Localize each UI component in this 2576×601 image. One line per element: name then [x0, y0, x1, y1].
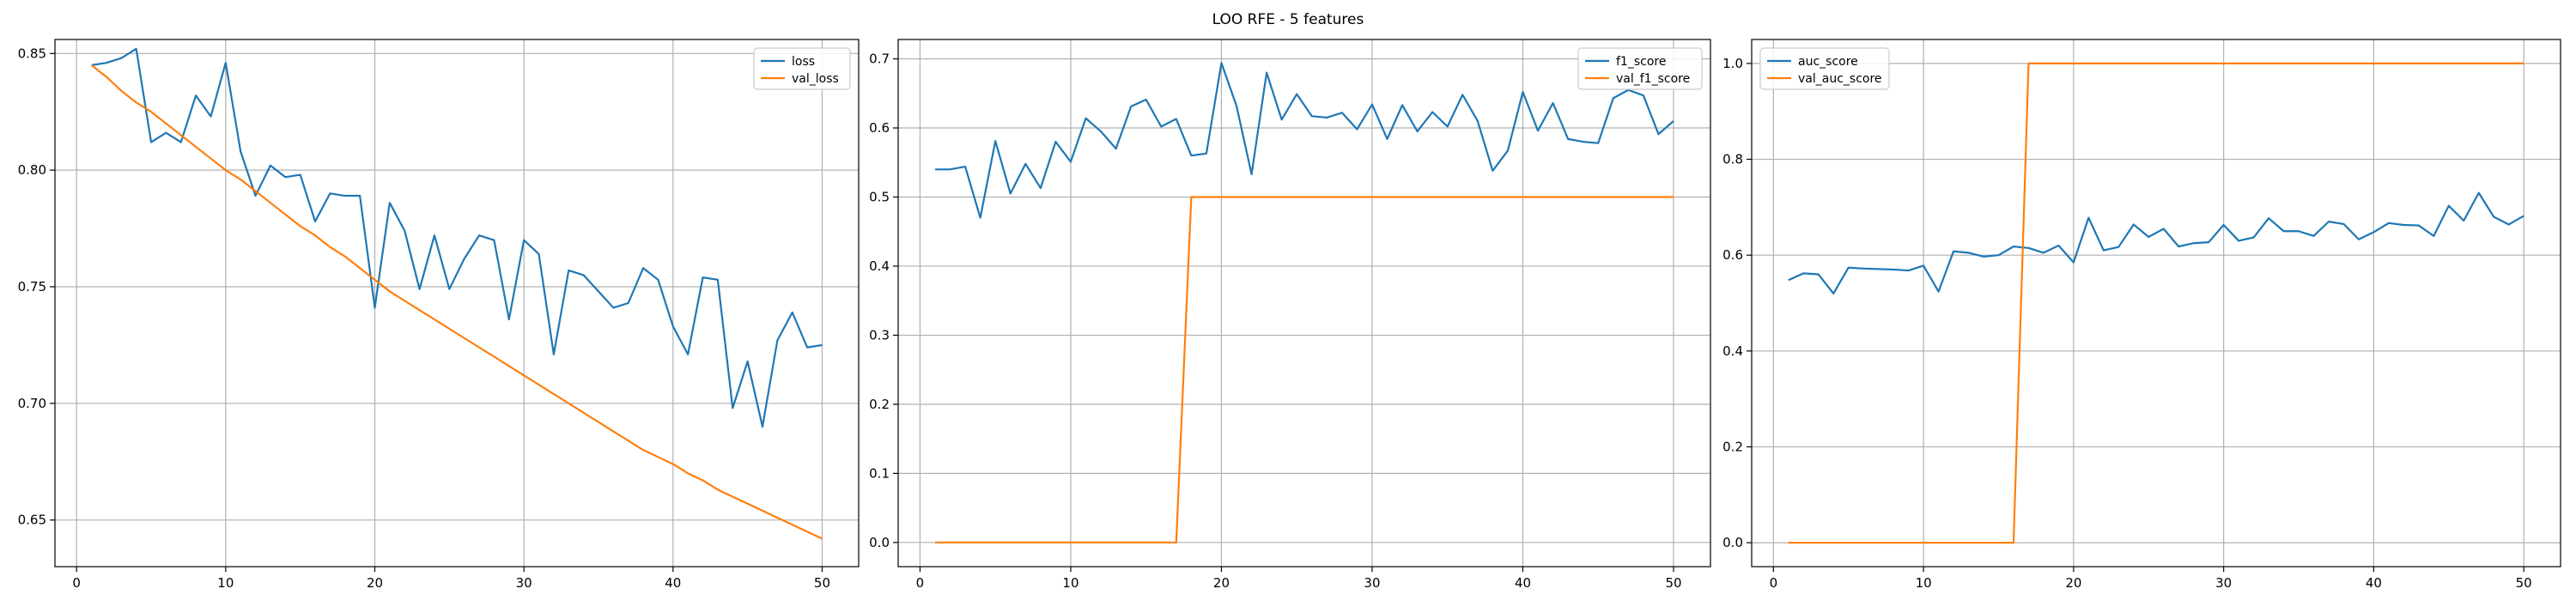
y-tick-label: 0.85: [18, 46, 46, 61]
y-tick-label: 0.0: [869, 535, 890, 550]
legend-box: [1759, 47, 1890, 90]
y-tick-label: 0.65: [18, 513, 46, 528]
y-tick-label: 0.5: [869, 189, 890, 204]
y-tick-label: 0.6: [1722, 247, 1743, 263]
x-tick-label: 30: [516, 575, 532, 591]
series-line-loss: [91, 47, 823, 428]
y-tick-label: 0.75: [18, 279, 46, 294]
x-tick-label: 30: [2215, 575, 2232, 591]
legend-label: val_auc_score: [1798, 72, 1882, 86]
x-tick-label: 10: [1062, 575, 1078, 591]
legend: auc_score val_auc_score: [1759, 47, 1890, 90]
y-tick-label: 0.2: [1722, 439, 1743, 454]
x-tick-label: 0: [1770, 575, 1778, 591]
figure-title: LOO RFE - 5 features: [1212, 11, 1364, 28]
x-tick-label: 50: [1665, 575, 1681, 591]
series-line-val-loss: [90, 64, 823, 540]
y-tick-label: 0.70: [18, 396, 46, 411]
legend-label: val_loss: [792, 72, 839, 86]
x-tick-label: 50: [814, 575, 830, 591]
y-tick-label: 0.7: [869, 52, 890, 67]
series-line-auc-score: [1788, 191, 2524, 294]
series-line-val-auc-score: [1788, 62, 2524, 544]
x-tick-label: 40: [665, 575, 681, 591]
y-tick-label: 0.0: [1722, 535, 1743, 550]
x-tick-label: 40: [1515, 575, 1531, 591]
x-tick-label: 20: [367, 575, 383, 591]
series-line-val-f1-score: [935, 196, 1674, 543]
axes-frame: [1751, 39, 2561, 568]
loss-subplot: 0 10 20 30 40 50 0.65 0.70 0.75 0.80 0.85 loss val_l…: [18, 39, 860, 591]
legend-label: auc_score: [1798, 55, 1858, 69]
x-tick-label: 20: [2065, 575, 2081, 591]
legend: f1_score val_f1_score: [1577, 47, 1703, 90]
x-tick-label: 10: [217, 575, 234, 591]
y-tick-label: 0.4: [869, 258, 890, 274]
y-tick-label: 0.2: [869, 397, 890, 412]
y-tick-label: 0.80: [18, 162, 46, 178]
x-tick-label: 30: [1364, 575, 1380, 591]
legend: loss val_loss: [753, 47, 851, 90]
y-tick-label: 0.8: [1722, 152, 1743, 167]
x-tick-label: 40: [2366, 575, 2382, 591]
y-tick-label: 0.1: [869, 465, 890, 481]
auc-score-subplot: 0 10 20 30 40 50 0.0 0.2 0.4 0.6 0.8 1.0 auc_scoreva…: [1722, 39, 2561, 591]
legend-label: f1_score: [1616, 55, 1666, 69]
legend-label: val_f1_score: [1616, 72, 1690, 86]
y-tick-label: 1.0: [1722, 56, 1743, 71]
legend-label: loss: [792, 55, 815, 69]
x-tick-label: 0: [916, 575, 925, 591]
axes-frame: [54, 39, 860, 568]
y-tick-label: 0.4: [1722, 343, 1743, 359]
x-tick-label: 20: [1213, 575, 1230, 591]
x-tick-label: 10: [1916, 575, 1932, 591]
axes-frame: [897, 39, 1711, 568]
series-line-f1-score: [935, 62, 1674, 219]
y-tick-label: 0.6: [869, 120, 890, 136]
x-tick-label: 0: [72, 575, 81, 591]
f1-score-subplot: 0 10 20 30 40 50 0.0 0.1 0.2 0.3 0.4 0.5 0.6 0.7 f1_sc…: [869, 39, 1711, 591]
x-tick-label: 50: [2516, 575, 2532, 591]
y-tick-label: 0.3: [869, 327, 890, 343]
